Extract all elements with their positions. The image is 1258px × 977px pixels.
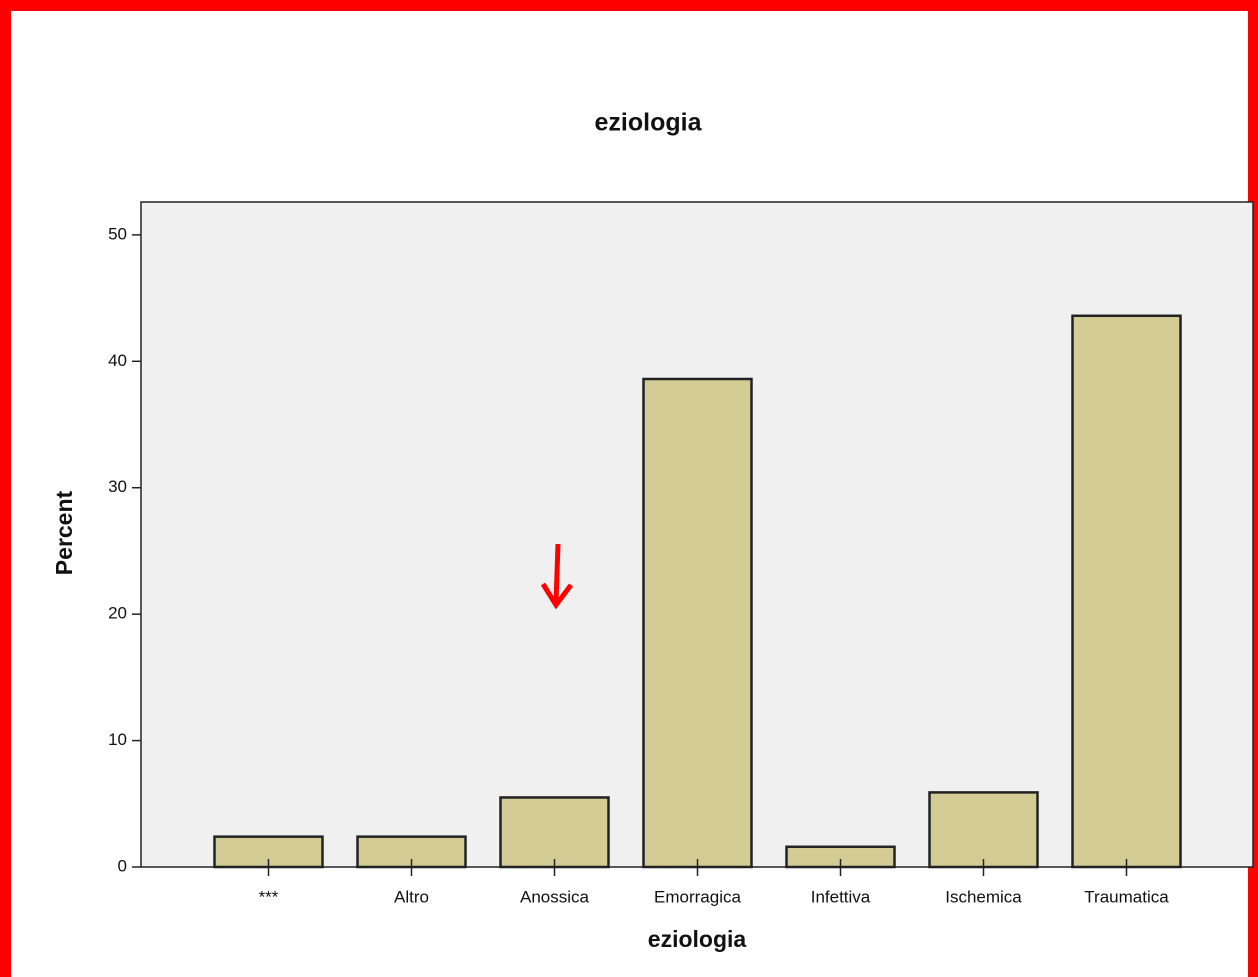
y-tick-label: 50 [108, 224, 127, 243]
bar [642, 377, 753, 869]
x-tick-label: Infettiva [811, 887, 871, 906]
x-axis-label: eziologia [648, 926, 747, 952]
y-tick-label: 20 [108, 604, 127, 623]
y-tick-label: 40 [108, 351, 127, 370]
x-tick-label: Ischemica [945, 887, 1022, 906]
y-tick-label: 30 [108, 477, 127, 496]
frame-left [0, 0, 11, 977]
x-tick-label: Altro [394, 887, 429, 906]
chart-title: eziologia [595, 109, 703, 137]
x-tick-label: *** [259, 887, 279, 906]
x-tick-label: Anossica [520, 887, 590, 906]
bar [1071, 314, 1182, 869]
x-tick-label: Traumatica [1084, 887, 1169, 906]
x-tick-label: Emorragica [654, 887, 741, 906]
y-axis-label: Percent [51, 490, 77, 575]
bar [928, 791, 1039, 869]
bar [499, 796, 610, 869]
y-tick-label: 10 [108, 730, 127, 749]
annotation-arrow [540, 543, 573, 610]
y-tick-label: 0 [118, 856, 127, 875]
frame-top [0, 0, 1258, 11]
